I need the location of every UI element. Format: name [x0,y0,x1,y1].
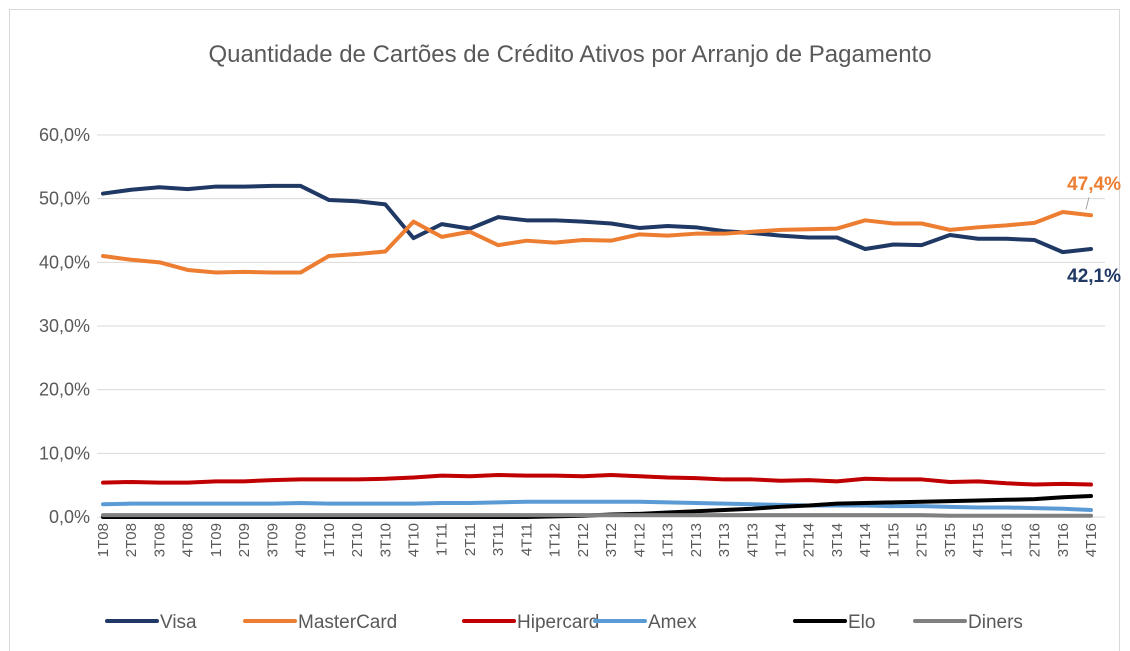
x-tick-label: 4T09 [293,523,310,557]
x-tick-label: 4T14 [857,523,874,557]
legend-label: Elo [848,612,875,633]
x-tick-label: 2T10 [349,523,366,557]
x-tick-label: 2T12 [575,523,592,557]
x-tick-label: 2T13 [688,523,705,557]
x-tick-label: 2T16 [1027,523,1044,557]
y-tick-label: 0,0% [49,507,90,527]
series-line [101,472,1093,487]
x-tick-label: 2T09 [236,523,253,557]
y-tick-label: 40,0% [39,252,90,272]
x-tick-label: 2T08 [123,523,140,557]
legend-label: MasterCard [298,612,397,633]
y-tick-label: 60,0% [39,125,90,145]
x-tick-label: 3T09 [264,523,281,557]
legend-label: Amex [648,612,697,633]
chart-frame [9,9,1120,651]
x-tick-label: 4T11 [518,523,535,556]
x-tick-label: 1T15 [885,523,902,557]
x-tick-label: 4T15 [970,523,987,557]
chart-title: Quantidade de Cartões de Crédito Ativos … [208,41,932,68]
x-tick-label: 2T15 [914,523,931,557]
x-tick-label: 4T16 [1083,523,1100,557]
x-tick-label: 1T16 [998,523,1015,557]
legend-label: Visa [160,612,197,633]
label-leader [1085,197,1090,210]
x-tick-label: 3T08 [151,523,168,557]
x-tick-label: 1T09 [208,523,225,557]
x-tick-label: 3T14 [829,523,846,557]
x-tick-label: 1T11 [434,523,451,556]
y-tick-label: 20,0% [39,380,90,400]
y-tick-label: 30,0% [39,316,90,336]
x-tick-label: 4T10 [406,523,423,557]
data-label: 47,4% [1067,174,1121,195]
x-tick-label: 1T08 [95,523,112,557]
series-line [101,210,1093,275]
series-line [101,183,1093,255]
x-tick-label: 3T11 [490,523,507,556]
x-tick-label: 4T08 [180,523,197,557]
x-tick-label: 4T13 [744,523,761,557]
legend-label: Diners [968,612,1023,633]
x-tick-label: 3T13 [716,523,733,557]
series-line [101,513,1093,518]
x-tick-label: 3T10 [377,523,394,557]
x-tick-label: 2T11 [462,523,479,556]
data-label: 42,1% [1067,266,1121,287]
x-tick-label: 1T10 [321,523,338,557]
x-tick-label: 1T12 [547,523,564,557]
legend-label: Hipercard [517,612,599,633]
x-tick-label: 1T14 [772,523,789,557]
x-tick-label: 2T14 [801,523,818,557]
x-tick-label: 1T13 [660,523,677,557]
y-tick-label: 10,0% [39,443,90,463]
x-tick-label: 4T12 [631,523,648,557]
series-line [101,499,1093,512]
x-tick-label: 3T12 [603,523,620,557]
x-tick-label: 3T16 [1055,523,1072,557]
y-tick-label: 50,0% [39,189,90,209]
x-tick-label: 3T15 [942,523,959,557]
